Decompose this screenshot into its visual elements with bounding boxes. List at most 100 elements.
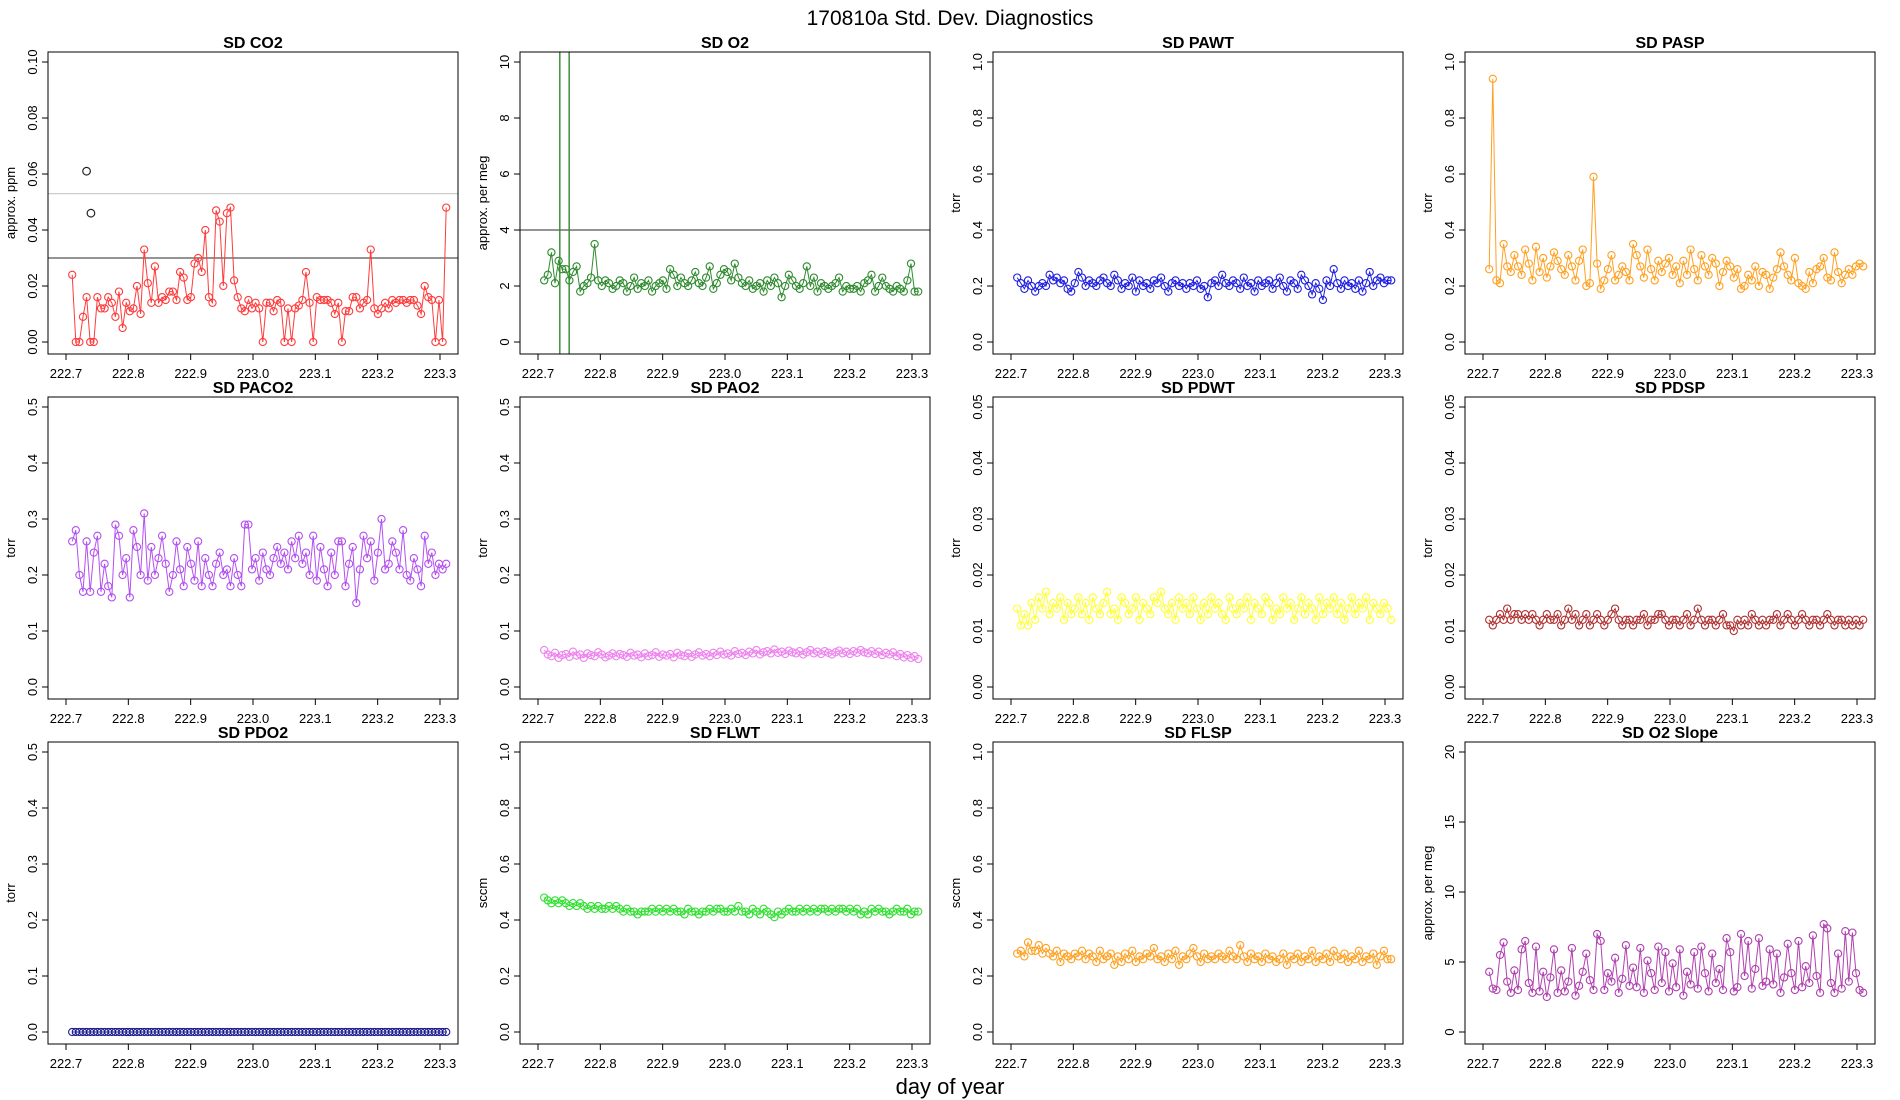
data-point — [845, 284, 855, 293]
x-tick-label: 223.2 — [361, 711, 394, 726]
data-point — [1499, 938, 1508, 947]
x-tick-label: 222.9 — [1119, 1056, 1152, 1071]
data-point — [298, 559, 307, 568]
series-line — [1488, 922, 1864, 998]
data-point — [626, 281, 635, 291]
data-point — [1589, 172, 1598, 181]
data-point — [781, 281, 790, 291]
data-point — [193, 253, 203, 263]
x-tick-label: 223.1 — [1244, 1056, 1277, 1071]
data-point — [208, 582, 217, 591]
data-point — [1336, 284, 1346, 293]
data-point — [1564, 604, 1573, 613]
data-point — [312, 576, 321, 585]
data-point — [341, 307, 350, 316]
data-point — [150, 262, 160, 271]
data-point — [1528, 276, 1537, 285]
data-point — [75, 570, 84, 580]
data-point — [334, 298, 343, 307]
data-point — [1787, 969, 1796, 978]
data-point — [1797, 983, 1807, 992]
data-point — [1347, 593, 1356, 602]
data-point — [730, 259, 739, 268]
x-tick-label: 223.1 — [1244, 366, 1277, 381]
data-point — [1358, 287, 1367, 296]
data-point — [687, 276, 696, 285]
data-point — [1365, 267, 1374, 277]
data-point — [1282, 287, 1292, 296]
data-point — [309, 531, 318, 540]
data-point — [1340, 615, 1349, 624]
data-point — [799, 279, 808, 288]
x-tick-label: 223.3 — [1369, 366, 1402, 381]
data-point — [802, 262, 811, 271]
data-point — [1264, 276, 1274, 285]
x-tick-label: 222.9 — [646, 711, 679, 726]
data-point — [319, 295, 329, 305]
plot-area — [68, 1027, 451, 1037]
data-point — [1203, 293, 1212, 302]
data-point — [1510, 966, 1519, 975]
data-point — [1636, 943, 1645, 953]
data-point — [1754, 934, 1764, 943]
data-point — [1027, 598, 1036, 608]
data-point — [1146, 284, 1155, 293]
data-point — [1059, 276, 1069, 285]
y-axis-label: torr — [3, 538, 18, 558]
data-point — [1164, 287, 1173, 296]
data-point — [89, 548, 98, 557]
panel-sd-o2-slope: SD O2 Slope approx. per meg 222.7 222.8 222.… — [1420, 725, 1876, 1071]
data-point — [1318, 610, 1328, 619]
data-point — [100, 304, 109, 313]
data-point — [388, 537, 397, 546]
data-point — [1672, 262, 1681, 271]
y-tick-label: 0.02 — [25, 273, 40, 298]
plot-frame — [47, 741, 459, 1045]
data-point — [1056, 957, 1065, 967]
data-point — [89, 337, 98, 347]
data-point — [1772, 949, 1782, 958]
data-point — [1571, 610, 1580, 619]
x-tick-label: 222.9 — [1119, 366, 1152, 381]
data-point — [1196, 957, 1205, 967]
x-tick-label: 222.8 — [584, 1056, 617, 1071]
data-point — [1603, 265, 1613, 274]
data-point — [442, 559, 451, 568]
data-point — [1790, 253, 1800, 263]
data-point — [1646, 265, 1656, 274]
data-point — [1610, 953, 1620, 962]
data-point — [1769, 273, 1778, 282]
data-point — [348, 542, 357, 552]
data-point — [1354, 946, 1364, 955]
data-point — [1369, 949, 1378, 958]
data-point — [366, 537, 375, 546]
data-point — [114, 531, 124, 540]
data-point — [294, 531, 303, 540]
data-point — [305, 570, 314, 580]
data-point — [1754, 281, 1764, 291]
data-point — [1679, 991, 1688, 1000]
data-point — [1063, 598, 1072, 608]
data-point — [1751, 262, 1760, 271]
x-tick-label: 223.1 — [299, 711, 332, 726]
x-tick-label: 222.8 — [1057, 711, 1090, 726]
y-tick-label: 8 — [497, 114, 512, 121]
y-tick-label: 0.4 — [25, 454, 40, 472]
data-point — [1690, 948, 1699, 957]
y-tick-label: 1.0 — [1442, 53, 1457, 71]
x-tick-label: 223.2 — [361, 366, 394, 381]
x-tick-label: 222.8 — [1529, 711, 1562, 726]
y-axis-label: torr — [3, 883, 18, 903]
x-tick-label: 222.7 — [50, 711, 83, 726]
data-point — [1553, 610, 1562, 619]
y-tick-label: 0.2 — [970, 277, 985, 295]
data-point — [237, 582, 246, 591]
data-point — [1034, 941, 1043, 950]
data-point — [1704, 987, 1713, 996]
data-point — [1549, 248, 1559, 257]
panel-title: SD FLWT — [690, 725, 760, 742]
y-axis-label: sccm — [475, 878, 490, 908]
data-point — [1387, 276, 1396, 285]
data-point — [1812, 971, 1821, 981]
